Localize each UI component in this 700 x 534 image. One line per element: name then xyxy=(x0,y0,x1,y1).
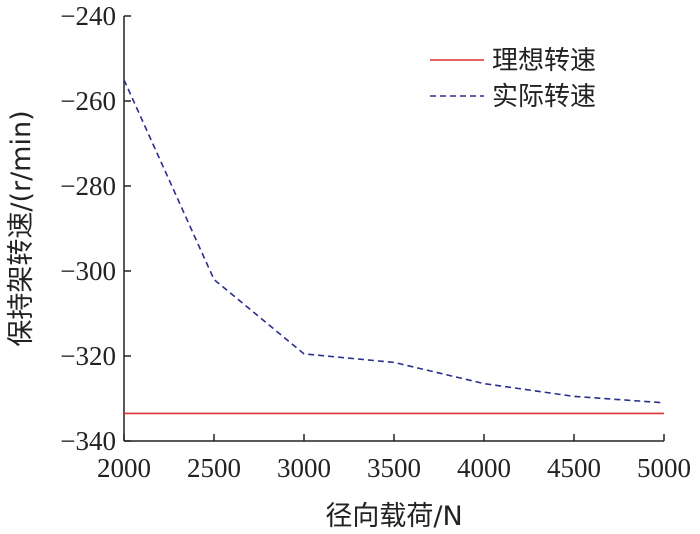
legend-label: 实际转速 xyxy=(492,82,596,112)
x-tick-label: 4000 xyxy=(457,453,511,483)
x-tick-label: 2500 xyxy=(187,453,241,483)
y-tick-label: −340 xyxy=(60,426,116,456)
y-tick-label: −280 xyxy=(60,171,116,201)
y-tick-label: −260 xyxy=(60,86,116,116)
x-axis-title: 径向载荷/N xyxy=(325,501,462,532)
x-ticks: 2000 2500 3000 3500 4000 4500 5000 xyxy=(97,434,691,483)
axes xyxy=(123,16,664,442)
y-ticks: −240 −260 −280 −300 −320 −340 xyxy=(60,1,131,456)
x-tick-label: 4500 xyxy=(547,453,601,483)
legend-label: 理想转速 xyxy=(492,46,596,76)
series-line-1 xyxy=(123,79,665,404)
x-tick-label: 3500 xyxy=(367,453,421,483)
plot-lines xyxy=(123,79,665,415)
x-tick-label: 2000 xyxy=(97,453,151,483)
x-tick-label: 5000 xyxy=(637,453,691,483)
y-axis-title: 保持架转速/(r/min) xyxy=(6,110,37,346)
y-tick-label: −320 xyxy=(60,341,116,371)
y-tick-label: −240 xyxy=(60,1,116,31)
y-tick-label: −300 xyxy=(60,256,116,286)
x-tick-label: 3000 xyxy=(277,453,331,483)
